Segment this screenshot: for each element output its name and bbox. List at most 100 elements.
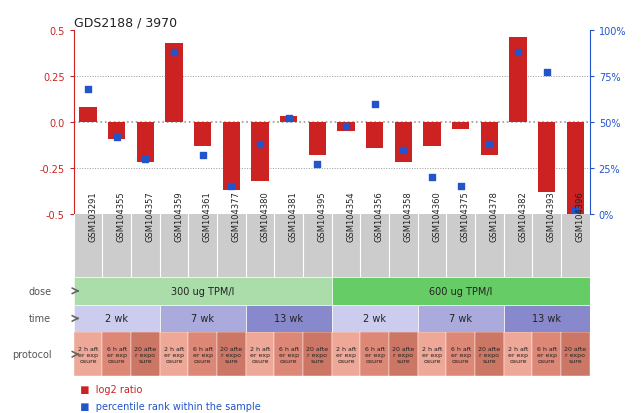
Text: 2 h aft
er exp
osure: 2 h aft er exp osure <box>164 346 184 363</box>
Text: GSM104375: GSM104375 <box>461 191 470 242</box>
Point <box>570 207 581 214</box>
Text: GSM104393: GSM104393 <box>547 191 556 242</box>
Bar <box>160 305 246 332</box>
Text: 6 h aft
er exp
osure: 6 h aft er exp osure <box>365 346 385 363</box>
Text: GSM104358: GSM104358 <box>403 191 412 242</box>
Bar <box>309 123 326 156</box>
Point <box>169 50 179 56</box>
Bar <box>160 332 188 376</box>
Bar <box>74 278 332 305</box>
Bar <box>137 123 154 163</box>
Text: 6 h aft
er exp
osure: 6 h aft er exp osure <box>451 346 471 363</box>
Text: 20 afte
r expo
sure: 20 afte r expo sure <box>306 346 328 363</box>
Point <box>398 147 408 154</box>
Text: 13 wk: 13 wk <box>532 313 562 324</box>
Bar <box>332 332 360 376</box>
Bar <box>246 332 274 376</box>
Text: 7 wk: 7 wk <box>191 313 214 324</box>
Bar <box>418 305 504 332</box>
Text: ■  log2 ratio: ■ log2 ratio <box>74 384 142 394</box>
Point <box>197 152 208 159</box>
Text: GSM104355: GSM104355 <box>117 191 126 242</box>
Bar <box>79 108 97 123</box>
Text: GSM104380: GSM104380 <box>260 191 269 242</box>
Bar <box>418 332 446 376</box>
Text: protocol: protocol <box>12 349 51 359</box>
Bar <box>108 123 126 139</box>
Text: GSM104381: GSM104381 <box>288 191 297 242</box>
Text: 6 h aft
er exp
osure: 6 h aft er exp osure <box>537 346 557 363</box>
Point <box>140 156 151 163</box>
Bar <box>74 332 103 376</box>
Text: GSM104395: GSM104395 <box>317 191 326 242</box>
Bar <box>246 305 332 332</box>
Bar <box>280 117 297 123</box>
Bar <box>360 332 389 376</box>
Bar <box>561 332 590 376</box>
Text: 2 h aft
er exp
osure: 2 h aft er exp osure <box>336 346 356 363</box>
Bar <box>217 332 246 376</box>
Text: 2 h aft
er exp
osure: 2 h aft er exp osure <box>78 346 98 363</box>
Point <box>456 183 466 190</box>
Bar <box>103 332 131 376</box>
Bar <box>332 278 590 305</box>
Text: GSM103291: GSM103291 <box>88 191 97 242</box>
Bar <box>223 123 240 190</box>
Text: time: time <box>29 313 51 324</box>
Point <box>83 86 93 93</box>
Text: 6 h aft
er exp
osure: 6 h aft er exp osure <box>279 346 299 363</box>
Text: GSM104378: GSM104378 <box>489 191 499 242</box>
Bar <box>303 332 332 376</box>
Bar <box>389 332 418 376</box>
Point <box>341 123 351 130</box>
Bar <box>504 332 533 376</box>
Point <box>112 134 122 141</box>
Bar <box>475 332 504 376</box>
Text: GSM104361: GSM104361 <box>203 191 212 242</box>
Bar <box>446 332 475 376</box>
Bar <box>533 332 561 376</box>
Text: 7 wk: 7 wk <box>449 313 472 324</box>
Text: GSM104356: GSM104356 <box>375 191 384 242</box>
Text: GSM104357: GSM104357 <box>146 191 154 242</box>
Bar <box>337 123 354 132</box>
Text: 2 h aft
er exp
osure: 2 h aft er exp osure <box>508 346 528 363</box>
Bar <box>481 123 498 156</box>
Point <box>255 141 265 148</box>
Bar <box>504 305 590 332</box>
Point <box>226 183 237 190</box>
Text: 6 h aft
er exp
osure: 6 h aft er exp osure <box>192 346 213 363</box>
Bar <box>424 123 440 147</box>
Bar <box>452 123 469 130</box>
Bar <box>74 305 160 332</box>
Bar <box>194 123 212 147</box>
Point <box>370 101 380 108</box>
Text: ■  percentile rank within the sample: ■ percentile rank within the sample <box>74 401 260 411</box>
Point <box>484 141 494 148</box>
Bar <box>165 44 183 123</box>
Text: GSM104377: GSM104377 <box>231 191 240 242</box>
Point <box>283 116 294 122</box>
Text: 13 wk: 13 wk <box>274 313 303 324</box>
Bar <box>366 123 383 148</box>
Text: GDS2188 / 3970: GDS2188 / 3970 <box>74 17 177 30</box>
Bar <box>567 123 584 225</box>
Text: GSM104354: GSM104354 <box>346 191 355 242</box>
Text: 20 afte
r expo
sure: 20 afte r expo sure <box>221 346 242 363</box>
Text: dose: dose <box>28 286 51 296</box>
Text: 2 h aft
er exp
osure: 2 h aft er exp osure <box>250 346 271 363</box>
Bar <box>188 332 217 376</box>
Text: 600 ug TPM/l: 600 ug TPM/l <box>429 286 492 296</box>
Text: GSM104359: GSM104359 <box>174 191 183 242</box>
Point <box>513 50 523 56</box>
Text: 300 ug TPM/l: 300 ug TPM/l <box>171 286 235 296</box>
Bar <box>395 123 412 163</box>
Bar <box>510 38 527 123</box>
Text: 20 afte
r expo
sure: 20 afte r expo sure <box>135 346 156 363</box>
Text: GSM104360: GSM104360 <box>432 191 441 242</box>
Text: 20 afte
r expo
sure: 20 afte r expo sure <box>392 346 415 363</box>
Bar <box>274 332 303 376</box>
Text: 2 wk: 2 wk <box>105 313 128 324</box>
Bar <box>332 305 418 332</box>
Text: 6 h aft
er exp
osure: 6 h aft er exp osure <box>106 346 127 363</box>
